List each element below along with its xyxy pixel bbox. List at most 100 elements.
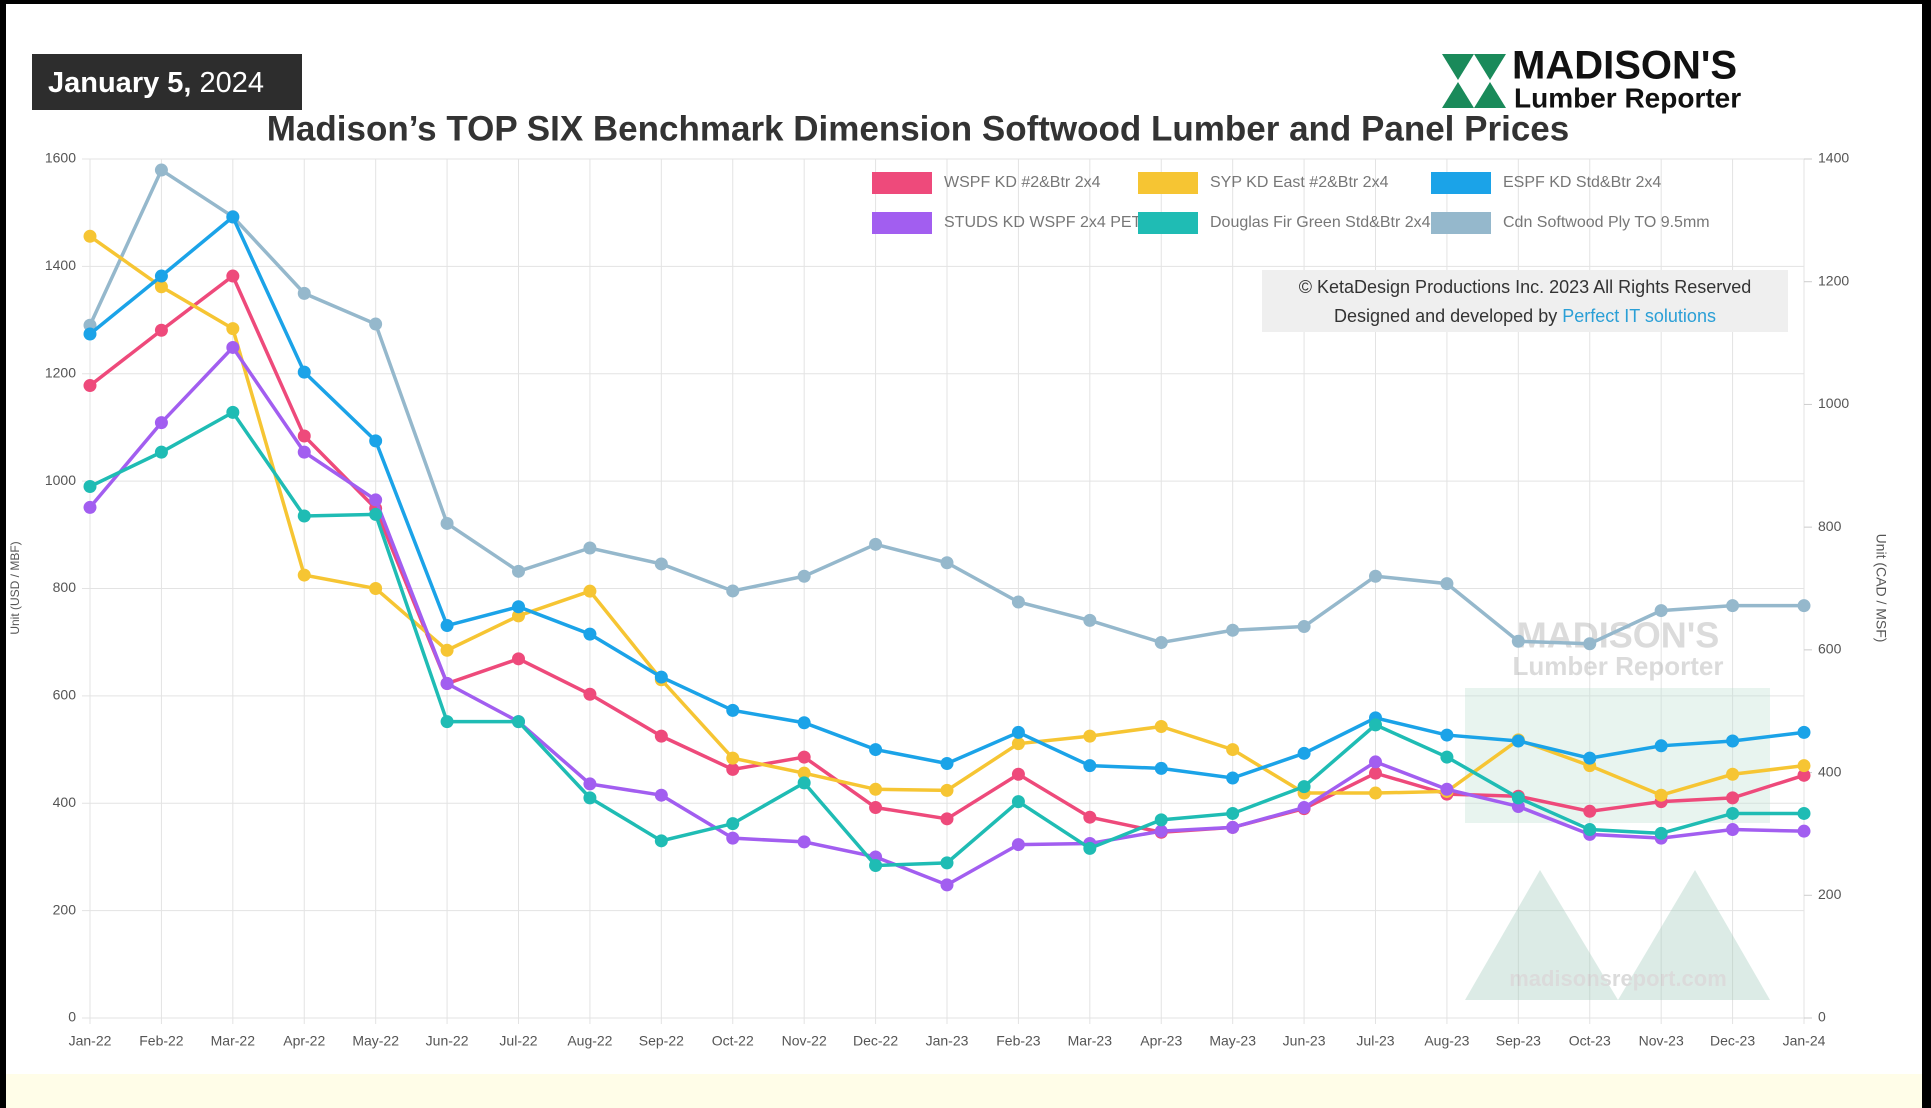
- data-point: [297, 568, 311, 582]
- data-point: [440, 677, 454, 691]
- data-point: [1154, 824, 1168, 838]
- logo-mark: [1442, 54, 1474, 80]
- y-tick-label: 1600: [45, 150, 76, 166]
- data-point: [726, 762, 740, 776]
- y2-tick-label: 1200: [1818, 272, 1849, 288]
- y2-tick-label: 200: [1818, 886, 1842, 902]
- data-point: [154, 323, 168, 337]
- data-point: [1797, 768, 1811, 782]
- data-point: [797, 835, 811, 849]
- data-point: [726, 817, 740, 831]
- data-point: [1297, 780, 1311, 794]
- data-point: [1369, 786, 1382, 800]
- data-point: [512, 715, 525, 729]
- legend-label: SYP KD East #2&Btr 2x4: [1210, 174, 1389, 191]
- data-point: [512, 600, 525, 614]
- y-axis-title: Unit (USD / MBF): [8, 541, 22, 634]
- y-tick-label: 800: [53, 579, 77, 595]
- data-point: [726, 584, 740, 598]
- data-point: [1654, 739, 1668, 753]
- data-point: [369, 317, 383, 331]
- footer-strip: [6, 1074, 1922, 1108]
- data-point: [869, 859, 883, 873]
- watermark-name: MADISON'S: [1517, 615, 1720, 656]
- data-point: [797, 569, 811, 583]
- data-point: [869, 743, 883, 757]
- data-point: [1083, 841, 1097, 855]
- data-point: [440, 715, 454, 729]
- data-point: [869, 782, 883, 796]
- x-tick-label: Jan-24: [1783, 1033, 1826, 1049]
- data-point: [1654, 826, 1668, 840]
- data-point: [440, 643, 454, 657]
- data-point: [83, 479, 97, 493]
- x-tick-label: Feb-22: [139, 1033, 184, 1049]
- data-point: [1226, 623, 1240, 637]
- y2-tick-label: 600: [1818, 641, 1842, 657]
- copyright-line: © KetaDesign Productions Inc. 2023 All R…: [1299, 277, 1752, 297]
- y2-axis-title: Unit (CAD / MSF): [1873, 534, 1889, 643]
- data-point: [1583, 823, 1597, 837]
- data-point: [1726, 599, 1740, 613]
- data-point: [226, 269, 240, 283]
- legend-label: Cdn Softwood Ply TO 9.5mm: [1503, 214, 1710, 231]
- data-point: [154, 280, 168, 294]
- data-point: [654, 557, 668, 571]
- legend-label: STUDS KD WSPF 2x4 PET: [944, 214, 1142, 231]
- data-point: [83, 327, 97, 341]
- data-point: [1083, 810, 1097, 824]
- data-point: [1369, 569, 1382, 583]
- data-point: [797, 766, 811, 780]
- date-day: January 5,: [48, 67, 191, 99]
- y-tick-label: 200: [53, 901, 77, 917]
- data-point: [583, 791, 597, 805]
- copyright: © KetaDesign Productions Inc. 2023 All R…: [1262, 270, 1788, 332]
- data-point: [297, 286, 311, 300]
- y2-tick-label: 1000: [1818, 395, 1849, 411]
- data-point: [654, 834, 668, 848]
- x-tick-label: Jul-22: [499, 1033, 537, 1049]
- data-point: [940, 783, 954, 797]
- data-point: [1797, 806, 1811, 820]
- y-tick-label: 1400: [45, 257, 76, 273]
- data-point: [583, 627, 597, 641]
- logo-mark: [1442, 82, 1474, 108]
- x-tick-label: Nov-23: [1639, 1033, 1684, 1049]
- watermark-sub: Lumber Reporter: [1513, 651, 1724, 681]
- copyright-line: Designed and developed by Perfect IT sol…: [1334, 306, 1716, 326]
- data-point: [940, 556, 954, 570]
- data-point: [154, 269, 168, 283]
- data-point: [1726, 734, 1740, 748]
- data-point: [797, 716, 811, 730]
- y2-tick-label: 400: [1818, 763, 1842, 779]
- data-point: [512, 564, 525, 578]
- x-tick-label: Mar-23: [1068, 1033, 1113, 1049]
- data-point: [1797, 759, 1811, 773]
- legend-swatch: [1431, 172, 1491, 194]
- data-point: [1369, 718, 1382, 732]
- y-tick-label: 0: [68, 1009, 76, 1025]
- data-point: [583, 541, 597, 555]
- x-tick-label: Sep-22: [639, 1033, 684, 1049]
- data-point: [940, 856, 954, 870]
- data-point: [1226, 806, 1240, 820]
- data-point: [297, 429, 311, 443]
- data-point: [1583, 751, 1597, 765]
- data-point: [1369, 766, 1382, 780]
- copyright-link[interactable]: Perfect IT solutions: [1562, 306, 1716, 326]
- data-point: [1154, 761, 1168, 775]
- data-point: [1726, 791, 1740, 805]
- logo-sub: Lumber Reporter: [1514, 82, 1741, 113]
- data-point: [940, 757, 954, 771]
- data-point: [1726, 767, 1740, 781]
- data-point: [1440, 577, 1454, 591]
- data-point: [297, 445, 311, 459]
- legend-label: ESPF KD Std&Btr 2x4: [1503, 174, 1661, 191]
- data-point: [154, 416, 168, 430]
- data-point: [1654, 788, 1668, 802]
- data-point: [369, 493, 383, 507]
- y-tick-label: 600: [53, 687, 77, 703]
- data-point: [1440, 728, 1454, 742]
- data-point: [1726, 806, 1740, 820]
